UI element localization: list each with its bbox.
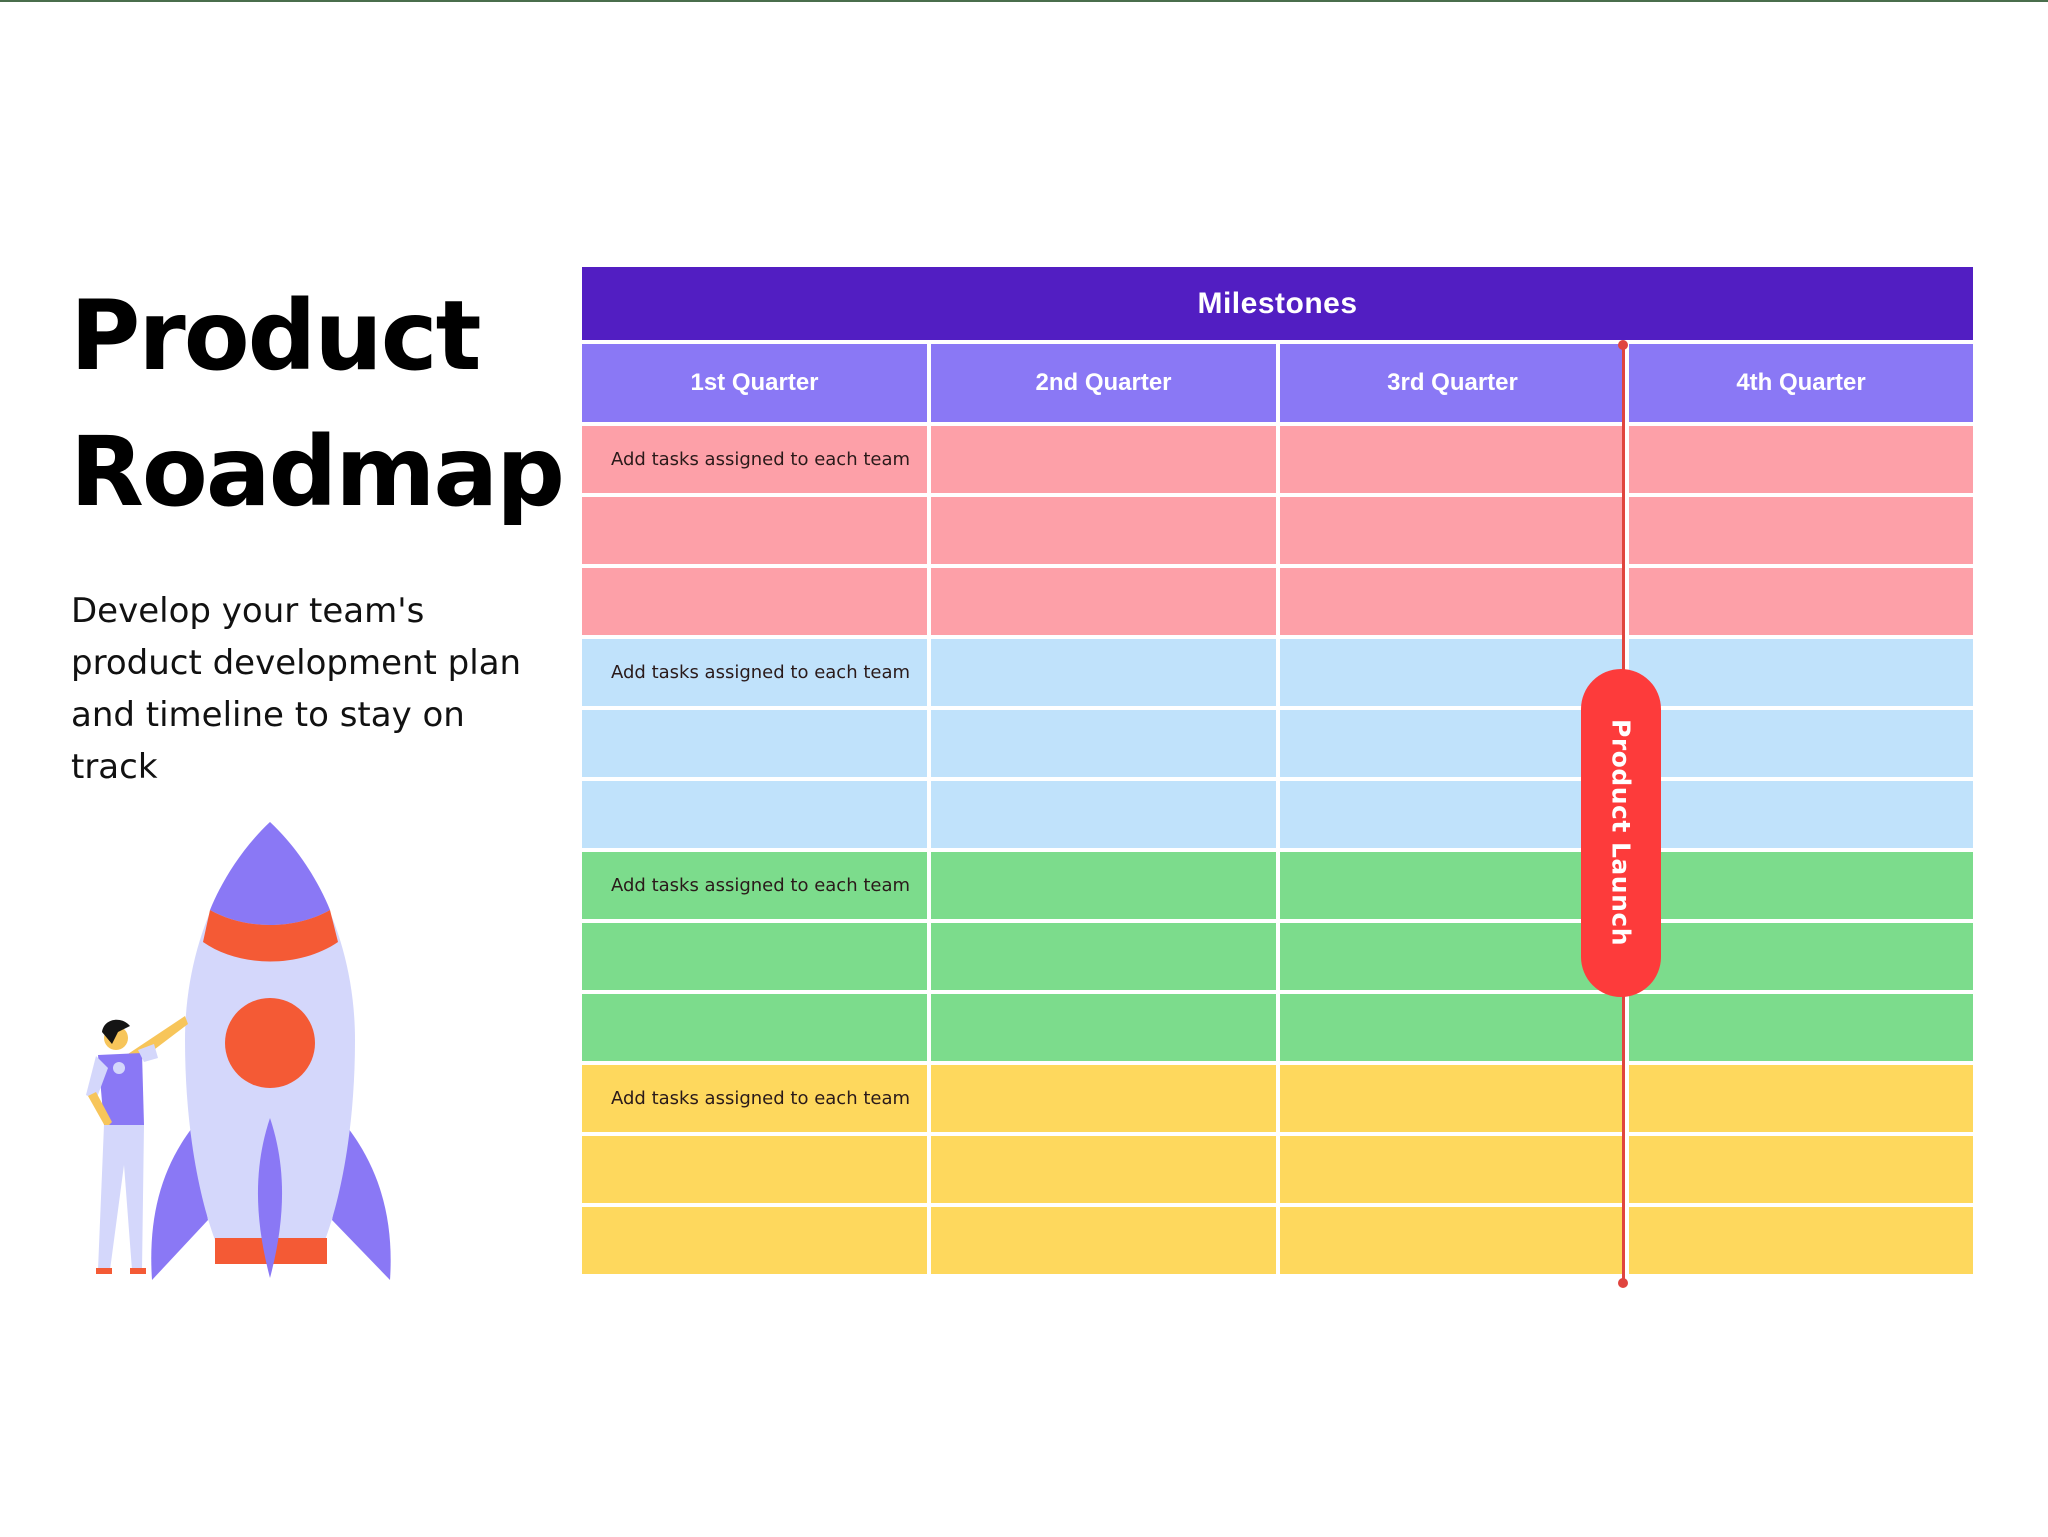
task-cell-team3-row2-q3[interactable] [1280, 923, 1625, 990]
milestones-header: Milestones [582, 267, 1973, 340]
task-text: Add tasks assigned to each team [611, 1088, 911, 1109]
task-cell-team4-row3-q3[interactable] [1280, 1207, 1625, 1274]
task-cell-team3-row2-q2[interactable] [931, 923, 1276, 990]
task-cell-team1-row1-q1[interactable]: Add tasks assigned to each team [582, 426, 927, 493]
task-text: Add tasks assigned to each team [611, 875, 911, 896]
task-cell-team4-row2-q1[interactable] [582, 1136, 927, 1203]
task-cell-team3-row1-q2[interactable] [931, 852, 1276, 919]
task-cell-team3-row1-q4[interactable] [1629, 852, 1973, 919]
task-cell-team1-row1-q3[interactable] [1280, 426, 1625, 493]
task-cell-team4-row1-q3[interactable] [1280, 1065, 1625, 1132]
task-cell-team2-row3-q2[interactable] [931, 781, 1276, 848]
task-cell-team1-row3-q1[interactable] [582, 568, 927, 635]
task-cell-team2-row2-q4[interactable] [1629, 710, 1973, 777]
task-cell-team4-row3-q2[interactable] [931, 1207, 1276, 1274]
task-cell-team2-row3-q4[interactable] [1629, 781, 1973, 848]
task-cell-team1-row3-q3[interactable] [1280, 568, 1625, 635]
task-cell-team4-row1-q1[interactable]: Add tasks assigned to each team [582, 1065, 927, 1132]
quarter-header-4: 4th Quarter [1629, 344, 1973, 422]
task-cell-team1-row1-q4[interactable] [1629, 426, 1973, 493]
task-cell-team1-row1-q2[interactable] [931, 426, 1276, 493]
task-cell-team2-row1-q2[interactable] [931, 639, 1276, 706]
task-cell-team3-row3-q2[interactable] [931, 994, 1276, 1061]
task-cell-team1-row2-q3[interactable] [1280, 497, 1625, 564]
task-cell-team1-row2-q4[interactable] [1629, 497, 1973, 564]
task-cell-team4-row1-q2[interactable] [931, 1065, 1276, 1132]
task-text: Add tasks assigned to each team [611, 449, 911, 470]
rocket-illustration-icon [86, 822, 391, 1280]
task-cell-team3-row1-q3[interactable] [1280, 852, 1625, 919]
task-cell-team1-row3-q4[interactable] [1629, 568, 1973, 635]
quarter-header-1: 1st Quarter [582, 344, 927, 422]
task-text: Add tasks assigned to each team [611, 662, 911, 683]
task-cell-team3-row2-q1[interactable] [582, 923, 927, 990]
task-cell-team3-row1-q1[interactable]: Add tasks assigned to each team [582, 852, 927, 919]
product-launch-label: Product Launch [1606, 719, 1636, 947]
launch-start-dot [1618, 340, 1628, 350]
task-cell-team4-row1-q4[interactable] [1629, 1065, 1973, 1132]
task-cell-team4-row2-q2[interactable] [931, 1136, 1276, 1203]
task-cell-team2-row1-q4[interactable] [1629, 639, 1973, 706]
task-cell-team4-row3-q1[interactable] [582, 1207, 927, 1274]
task-cell-team3-row3-q4[interactable] [1629, 994, 1973, 1061]
task-cell-team3-row3-q3[interactable] [1280, 994, 1625, 1061]
task-cell-team1-row3-q2[interactable] [931, 568, 1276, 635]
task-cell-team4-row2-q4[interactable] [1629, 1136, 1973, 1203]
product-launch-marker[interactable]: Product Launch [1581, 669, 1661, 997]
top-border [0, 0, 2048, 2]
task-cell-team4-row3-q4[interactable] [1629, 1207, 1973, 1274]
task-cell-team4-row2-q3[interactable] [1280, 1136, 1625, 1203]
task-cell-team2-row1-q1[interactable]: Add tasks assigned to each team [582, 639, 927, 706]
task-cell-team2-row2-q1[interactable] [582, 710, 927, 777]
launch-end-dot [1618, 1278, 1628, 1288]
task-cell-team1-row2-q1[interactable] [582, 497, 927, 564]
team-rows: Add tasks assigned to each team Add tasks… [582, 426, 1973, 1274]
title-line-2: Roadmap [70, 416, 565, 528]
quarter-header-3: 3rd Quarter [1280, 344, 1625, 422]
task-cell-team3-row2-q4[interactable] [1629, 923, 1973, 990]
task-cell-team2-row3-q3[interactable] [1280, 781, 1625, 848]
task-cell-team2-row1-q3[interactable] [1280, 639, 1625, 706]
task-cell-team2-row3-q1[interactable] [582, 781, 927, 848]
roadmap-grid: 1st Quarter 2nd Quarter 3rd Quarter 4th … [582, 344, 1973, 422]
quarter-header-2: 2nd Quarter [931, 344, 1276, 422]
description-text: Develop your team's product development … [71, 591, 522, 787]
task-cell-team2-row2-q3[interactable] [1280, 710, 1625, 777]
task-cell-team1-row2-q2[interactable] [931, 497, 1276, 564]
task-cell-team2-row2-q2[interactable] [931, 710, 1276, 777]
roadmap-table: Milestones 1st Quarter 2nd Quarter 3rd Q… [582, 267, 1973, 1274]
page-title: Product Roadmap [70, 268, 565, 540]
title-line-1: Product [70, 280, 482, 392]
task-cell-team3-row3-q1[interactable] [582, 994, 927, 1061]
